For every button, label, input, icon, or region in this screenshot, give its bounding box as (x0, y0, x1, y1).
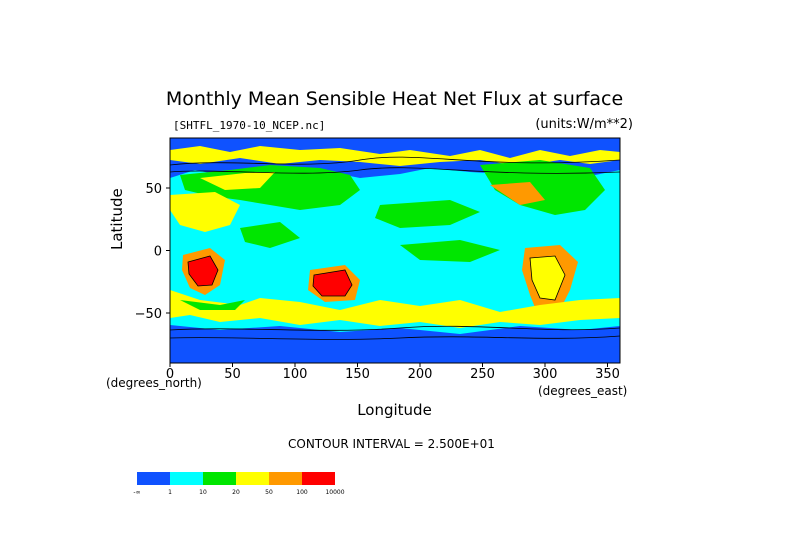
y-tick-label: −50 (135, 307, 162, 322)
legend-label: 10 (199, 489, 207, 496)
legend-swatch (137, 472, 170, 485)
eurasia-warm-field (200, 172, 275, 190)
antarctic-field (170, 325, 620, 363)
legend-label: 1 (168, 489, 172, 496)
contour-lines (170, 156, 620, 340)
y-tick-label: 50 (145, 182, 162, 197)
north-america-warm-field (490, 182, 545, 205)
plot-title: Monthly Mean Sensible Heat Net Flux at s… (165, 88, 624, 110)
y-ticks: 50 0 −50 (135, 182, 170, 322)
x-tick-label: 250 (470, 367, 495, 382)
color-legend: -∞ 1 10 20 50 100 10000 (133, 472, 345, 496)
units-label: (units:W/m**2) (535, 117, 633, 132)
x-tick-label: 300 (533, 367, 558, 382)
y-axis-label: Latitude (108, 188, 126, 250)
legend-swatch (302, 472, 335, 485)
east-unit-label: (degrees_east) (538, 384, 628, 398)
x-tick-label: 100 (283, 367, 308, 382)
y-tick-label: 0 (154, 245, 162, 260)
south-band-green-field (180, 300, 245, 310)
legend-label: 20 (232, 489, 240, 496)
legend-swatch (203, 472, 236, 485)
x-tick-label: 0 (166, 367, 174, 382)
x-tick-label: 50 (224, 367, 241, 382)
north-america-field (480, 160, 605, 215)
legend-label: 10000 (325, 489, 344, 496)
indian-ocean-field (240, 222, 300, 248)
x-ticks: 0 50 100 150 200 250 300 350 (166, 363, 620, 382)
contour-interval: CONTOUR INTERVAL = 2.500E+01 (288, 437, 495, 451)
south-pacific-field (400, 240, 500, 262)
south-america-mid-field (530, 256, 565, 300)
south-africa-hot-field (188, 256, 218, 286)
legend-swatch (269, 472, 302, 485)
file-label: [SHTFL_1970-10_NCEP.nc] (173, 119, 326, 132)
map-fields (170, 138, 620, 363)
north-band-field (170, 146, 620, 166)
legend-label: -∞ (133, 489, 140, 496)
x-tick-label: 200 (408, 367, 433, 382)
south-band-field (170, 290, 620, 328)
x-unit-label: (degrees_north) (106, 376, 202, 390)
x-axis-label: Longitude (357, 401, 432, 419)
x-tick-label: 350 (595, 367, 620, 382)
legend-swatch (236, 472, 269, 485)
legend-swatch (170, 472, 203, 485)
north-pacific-field (375, 200, 480, 228)
legend-label: 100 (296, 489, 308, 496)
legend-label: 50 (265, 489, 273, 496)
sahara-field (170, 192, 240, 232)
x-tick-label: 150 (345, 367, 370, 382)
australia-hot-field (313, 270, 352, 296)
